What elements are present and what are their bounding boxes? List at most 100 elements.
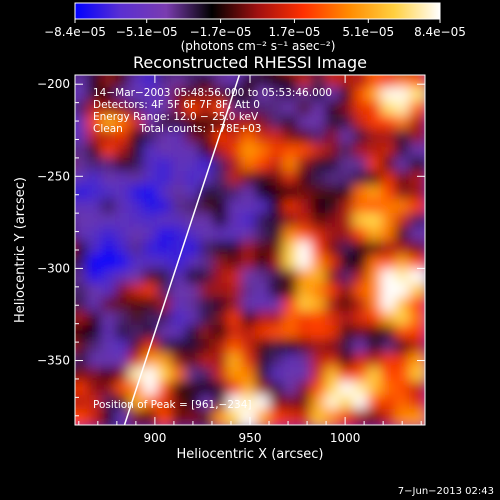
- heatmap-cell: [353, 101, 371, 119]
- heatmap-cell: [213, 325, 231, 343]
- heatmap-cell: [381, 269, 399, 287]
- heatmap-cell: [101, 213, 119, 231]
- heatmap-cell: [143, 101, 161, 119]
- heatmap-cell: [353, 255, 371, 273]
- heatmap-cell: [339, 171, 357, 189]
- heatmap-cell: [283, 143, 301, 161]
- heatmap-cell: [171, 185, 189, 203]
- heatmap-cell: [129, 311, 147, 329]
- heatmap-cell: [87, 395, 105, 413]
- heatmap-cell: [75, 367, 77, 385]
- info-line-time: 14−Mar−2003 05:48:56.000 to 05:53:46.000: [93, 87, 332, 99]
- heatmap-cell: [381, 283, 399, 301]
- heatmap-cell: [101, 185, 119, 203]
- heatmap-cell: [143, 213, 161, 231]
- heatmap-cell: [409, 129, 425, 147]
- heatmap-cell: [269, 325, 287, 343]
- peak-position-label: Position of Peak = [961,−234]: [93, 399, 252, 411]
- heatmap-cell: [353, 367, 371, 385]
- heatmap-cell: [381, 367, 399, 385]
- heatmap-cell: [171, 157, 189, 175]
- heatmap-cell: [353, 283, 371, 301]
- heatmap-cell: [409, 143, 425, 161]
- heatmap-cell: [75, 409, 77, 425]
- heatmap-cell: [157, 157, 175, 175]
- heatmap-cell: [395, 185, 413, 203]
- heatmap-cell: [101, 409, 119, 425]
- heatmap-cell: [381, 75, 399, 77]
- heatmap-cell: [367, 157, 385, 175]
- heatmap-cell: [311, 101, 329, 119]
- heatmap-cell: [297, 129, 315, 147]
- heatmap-cell: [353, 297, 371, 315]
- heatmap-cell: [325, 381, 343, 399]
- heatmap-cell: [199, 381, 217, 399]
- heatmap-cell: [395, 143, 413, 161]
- heatmap-cell: [199, 269, 217, 287]
- heatmap-cell: [339, 255, 357, 273]
- x-tick-label: 950: [239, 431, 262, 445]
- heatmap-cell: [87, 367, 105, 385]
- heatmap-cell: [269, 339, 287, 357]
- heatmap-cell: [311, 311, 329, 329]
- heatmap-cell: [227, 367, 245, 385]
- heatmap-cell: [283, 115, 301, 133]
- heatmap-cell: [325, 115, 343, 133]
- heatmap-cell: [115, 283, 133, 301]
- heatmap-cell: [255, 255, 273, 273]
- heatmap-cell: [353, 171, 371, 189]
- heatmap-cell: [199, 199, 217, 217]
- heatmap-cell: [353, 143, 371, 161]
- heatmap-cell: [339, 339, 357, 357]
- heatmap-cell: [87, 199, 105, 217]
- heatmap-cell: [87, 101, 105, 119]
- heatmap-cell: [255, 185, 273, 203]
- heatmap-cell: [297, 171, 315, 189]
- heatmap-cell: [409, 115, 425, 133]
- heatmap-cell: [101, 325, 119, 343]
- heatmap-cell: [241, 297, 259, 315]
- colorbar: −8.4e−05 −5.1e−05 −1.7e−05 1.7e−05 5.1e−05 8.…: [44, 2, 466, 53]
- heatmap-cell: [325, 185, 343, 203]
- heatmap-cell: [269, 353, 287, 371]
- heatmap-cell: [269, 255, 287, 273]
- heatmap-cell: [283, 101, 301, 119]
- heatmap-cell: [199, 115, 217, 133]
- heatmap-cell: [101, 339, 119, 357]
- heatmap-cell: [353, 227, 371, 245]
- heatmap-cell: [171, 101, 189, 119]
- heatmap-cell: [297, 325, 315, 343]
- heatmap-cell: [409, 213, 425, 231]
- heatmap-cell: [227, 185, 245, 203]
- solar-limb-line: [123, 75, 241, 425]
- heatmap-cell: [269, 185, 287, 203]
- heatmap-cell: [227, 101, 245, 119]
- heatmap-cell: [143, 143, 161, 161]
- heatmap-cell: [171, 129, 189, 147]
- heatmap-cell: [353, 311, 371, 329]
- heatmap-cell: [283, 339, 301, 357]
- heatmap-cell: [297, 87, 315, 105]
- heatmap-cell: [101, 241, 119, 259]
- heatmap-cell: [101, 227, 119, 245]
- heatmap-cell: [325, 283, 343, 301]
- heatmap-cell: [395, 339, 413, 357]
- heatmap-cell: [101, 283, 119, 301]
- heatmap-cell: [227, 339, 245, 357]
- heatmap-cell: [381, 339, 399, 357]
- heatmap-cell: [241, 339, 259, 357]
- heatmap-cell: [269, 395, 287, 413]
- heatmap-cell: [115, 101, 133, 119]
- heatmap-cell: [381, 395, 399, 413]
- heatmap-cell: [255, 409, 273, 425]
- heatmap-cell: [213, 297, 231, 315]
- heatmap-cell: [395, 213, 413, 231]
- heatmap-cell: [115, 157, 133, 175]
- heatmap-cell: [339, 87, 357, 105]
- heatmap-cell: [255, 171, 273, 189]
- colorbar-unit: (photons cm⁻² s⁻¹ asec⁻²): [181, 39, 336, 53]
- heatmap-cell: [143, 353, 161, 371]
- heatmap-cell: [395, 269, 413, 287]
- heatmap-cell: [199, 283, 217, 301]
- heatmap-cell: [339, 269, 357, 287]
